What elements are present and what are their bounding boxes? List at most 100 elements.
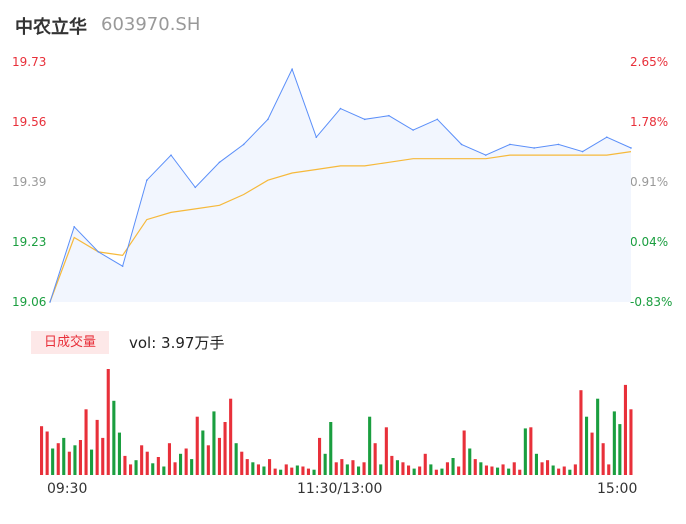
volume-bar: [568, 469, 572, 475]
price-point: [73, 225, 76, 228]
volume-bar: [434, 469, 438, 475]
volume-bar: [546, 460, 550, 475]
volume-bar: [295, 465, 299, 475]
volume-bar: [190, 459, 194, 475]
volume-bar: [206, 445, 210, 475]
volume-bar: [184, 448, 188, 475]
volume-bar: [112, 400, 116, 475]
volume-bar: [90, 449, 94, 475]
volume-bar: [395, 460, 399, 475]
volume-bar: [95, 419, 99, 475]
volume-bar: [145, 451, 149, 475]
volume-bar: [623, 384, 627, 475]
volume-bar: [106, 369, 110, 475]
volume-bar: [45, 431, 49, 475]
price-point: [291, 68, 293, 70]
price-point: [242, 143, 245, 146]
volume-bar: [529, 427, 533, 475]
volume-bar: [573, 464, 577, 475]
volume-bar: [323, 453, 327, 475]
volume-bar: [262, 466, 266, 475]
volume-bar: [101, 437, 105, 475]
price-point: [581, 150, 584, 153]
pct-label-3: 0.04%: [630, 235, 669, 249]
price-point: [121, 265, 124, 267]
volume-bar: [423, 453, 427, 475]
volume-bar: [334, 462, 338, 475]
volume-bar: [384, 427, 388, 475]
volume-bar: [557, 468, 561, 475]
price-point: [509, 143, 511, 146]
stock-name: 中农立华: [15, 17, 87, 38]
price-area: [50, 69, 631, 302]
time-label-close: 15:00: [597, 481, 638, 497]
volume-bar: [345, 464, 349, 475]
volume-bar: [357, 466, 361, 475]
volume-bar: [195, 416, 199, 475]
price-point: [194, 186, 197, 189]
volume-bar: [201, 430, 205, 475]
price-point: [557, 143, 560, 146]
volume-bar: [329, 422, 333, 475]
volume-bar: [279, 469, 283, 475]
volume-tab[interactable]: 日成交量: [31, 331, 109, 354]
volume-bar: [373, 443, 377, 475]
volume-bar: [312, 469, 316, 475]
volume-bar: [162, 466, 166, 475]
volume-bar: [301, 466, 305, 475]
price-point: [218, 161, 221, 164]
pct-label-2: 0.91%: [630, 175, 669, 189]
price-label-2: 19.39: [12, 175, 47, 189]
volume-bar: [390, 455, 394, 475]
price-point: [436, 118, 439, 121]
volume-bar: [484, 465, 488, 475]
volume-bar: [401, 462, 405, 475]
volume-bar: [151, 463, 155, 475]
pct-label-0: 2.65%: [630, 55, 669, 69]
volume-bar: [618, 424, 622, 475]
volume-bar: [379, 464, 383, 475]
volume-bar: [473, 459, 477, 475]
volume-bar: [512, 462, 516, 475]
volume-bar: [212, 411, 216, 475]
volume-bar: [412, 468, 416, 475]
volume-bar: [496, 467, 500, 475]
volume-bar: [117, 432, 121, 475]
price-label-1: 19.56: [12, 115, 47, 129]
price-point: [315, 136, 318, 139]
volume-bar: [579, 390, 583, 475]
volume-bar: [256, 464, 260, 475]
volume-bar: [67, 451, 71, 475]
volume-bar: [251, 462, 255, 475]
volume-bar: [234, 443, 238, 475]
price-point: [630, 147, 632, 149]
volume-bar: [445, 462, 449, 475]
volume-bar: [362, 462, 366, 475]
volume-bar: [462, 430, 466, 475]
volume-bar: [167, 443, 171, 475]
volume-bar: [123, 455, 127, 475]
volume-bar: [490, 466, 494, 475]
pct-label-4: -0.83%: [630, 295, 673, 309]
volume-bar: [429, 464, 433, 475]
volume-bar: [368, 416, 372, 475]
volume-bar: [290, 467, 294, 475]
volume-bar: [523, 428, 527, 475]
price-label-4: 19.06: [12, 295, 47, 309]
volume-bar: [440, 468, 444, 475]
price-point: [412, 129, 414, 131]
price-point: [388, 114, 390, 117]
time-label-midday: 11:30/13:00: [297, 481, 383, 497]
volume-bar: [629, 409, 633, 475]
volume-bar: [245, 459, 249, 475]
volume-bar: [273, 468, 277, 475]
price-point: [170, 154, 172, 156]
volume-bar: [507, 468, 511, 475]
price-point: [460, 143, 463, 146]
volume-bar: [78, 440, 82, 475]
volume-bar: [351, 460, 355, 475]
volume-bar: [340, 459, 344, 475]
volume-bar: [407, 465, 411, 475]
price-point: [97, 251, 100, 253]
